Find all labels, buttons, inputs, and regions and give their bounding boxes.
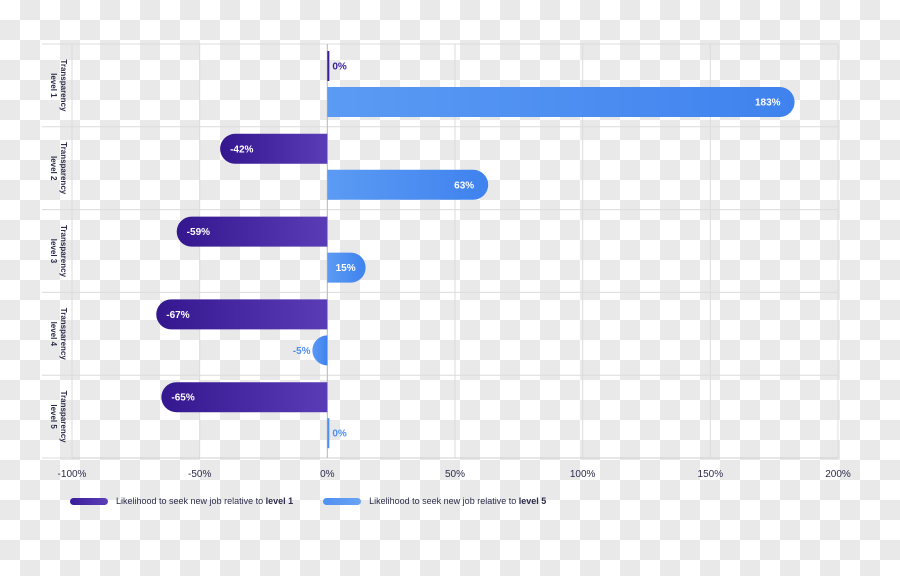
bar	[176, 216, 328, 247]
data-label: 0%	[332, 62, 347, 73]
data-label: 183%	[755, 98, 781, 109]
bar	[312, 335, 328, 366]
category-label: Transparencylevel 4	[49, 308, 68, 361]
bar	[156, 299, 328, 330]
data-label: -5%	[293, 346, 311, 357]
x-tick-label: -100%	[58, 469, 87, 480]
bar	[327, 252, 366, 283]
category-label-line: level 4	[49, 322, 58, 347]
legend-swatch-level-1	[70, 497, 108, 505]
category-label-line: level 5	[49, 404, 58, 429]
legend-label-level-1: Likelihood to seek new job relative to l…	[116, 496, 294, 506]
x-tick-label: 150%	[698, 469, 724, 480]
data-label: -42%	[230, 144, 253, 155]
bar	[327, 87, 795, 117]
bar	[220, 133, 328, 164]
x-tick-label: 200%	[825, 469, 851, 480]
legend-item-level-5: Likelihood to seek new job relative to l…	[323, 496, 546, 506]
data-label: -65%	[171, 393, 194, 404]
data-label: -67%	[166, 310, 189, 321]
bar	[327, 169, 489, 200]
data-label: 63%	[454, 180, 474, 191]
category-label-line: Transparency	[59, 391, 68, 444]
x-tick-label: 0%	[320, 469, 335, 480]
category-label: Transparencylevel 5	[49, 391, 68, 444]
category-label: Transparencylevel 3	[49, 225, 68, 278]
category-label-line: level 3	[49, 239, 58, 264]
category-label-line: level 2	[49, 156, 58, 181]
category-label-line: Transparency	[59, 142, 68, 195]
bar	[327, 51, 330, 81]
category-label-line: level 1	[49, 73, 58, 98]
bar	[161, 382, 328, 413]
category-label-line: Transparency	[59, 225, 68, 278]
data-label: -59%	[187, 227, 210, 238]
category-label: Transparencylevel 1	[49, 59, 68, 112]
category-label-line: Transparency	[59, 308, 68, 361]
data-label: 0%	[332, 429, 347, 440]
legend-swatch-level-5	[323, 497, 362, 505]
category-label-line: Transparency	[59, 59, 68, 112]
category-label: Transparencylevel 2	[49, 142, 68, 195]
legend-item-level-1: Likelihood to seek new job relative to l…	[70, 496, 293, 506]
legend: Likelihood to seek new job relative to l…	[70, 496, 546, 506]
x-tick-label: 100%	[570, 469, 596, 480]
bar	[327, 418, 330, 449]
x-tick-label: 50%	[445, 469, 465, 480]
legend-label-level-5: Likelihood to seek new job relative to l…	[369, 496, 547, 506]
data-label: 15%	[336, 263, 356, 274]
x-tick-label: -50%	[188, 469, 211, 480]
